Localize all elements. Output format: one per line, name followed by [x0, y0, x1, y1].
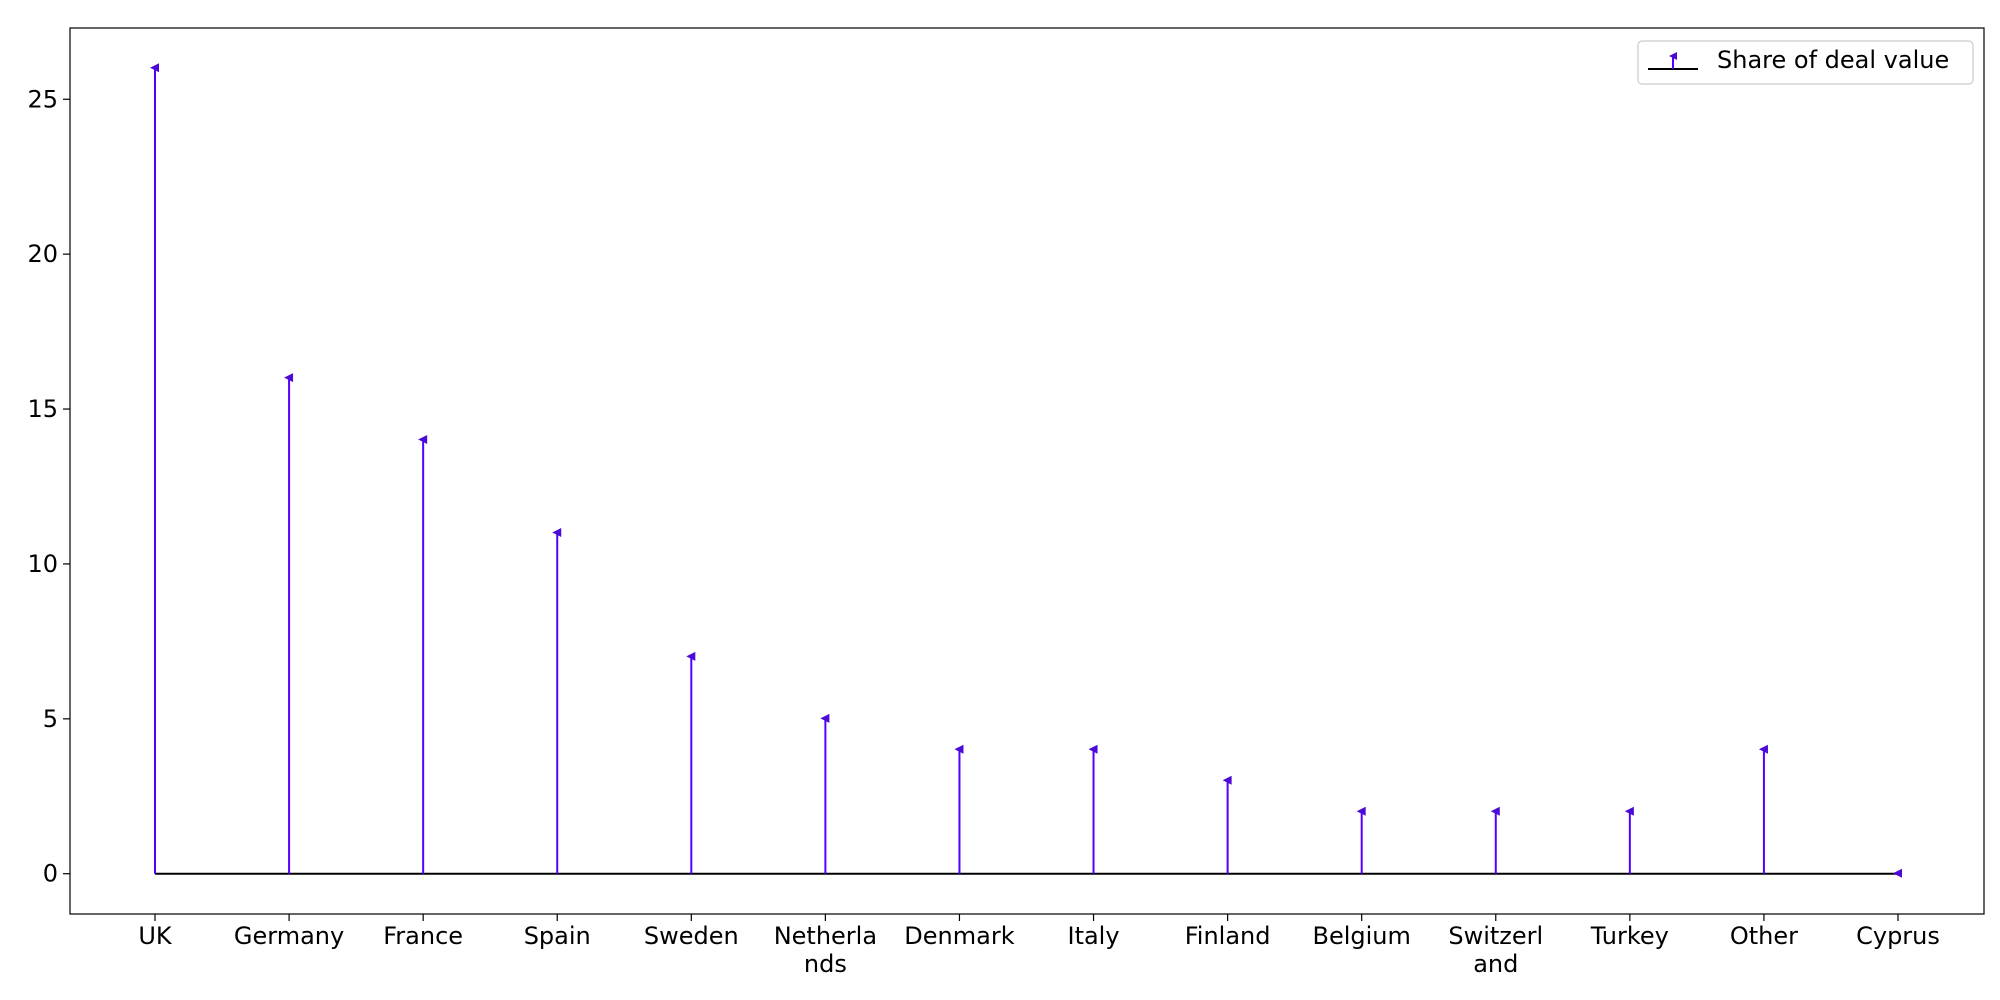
marker-cyprus — [1893, 868, 1902, 878]
x-tick-label-cyprus: Cyprus — [1856, 922, 1940, 950]
x-tick-label-other: Other — [1730, 922, 1798, 950]
y-tick-label: 25 — [27, 85, 58, 113]
legend-label: Share of deal value — [1717, 46, 1949, 74]
markers-layer — [150, 63, 1902, 878]
marker-italy — [1088, 744, 1098, 754]
marker-germany — [284, 373, 294, 383]
plot-area — [69, 27, 1985, 915]
y-tick-label: 5 — [43, 705, 58, 733]
marker-sweden — [686, 651, 696, 661]
x-tick-label-france: France — [383, 922, 463, 950]
y-axis: 0 5 10 15 20 25 — [27, 85, 70, 888]
x-tick-label-sweden: Sweden — [644, 922, 739, 950]
marker-netherlands — [820, 713, 830, 723]
marker-uk — [150, 63, 159, 73]
legend-box — [1637, 40, 1974, 85]
marker-turkey — [1624, 806, 1634, 816]
y-tick-label: 0 — [43, 860, 58, 888]
x-tick-label-italy: Italy — [1067, 922, 1119, 950]
legend: Share of deal value — [1637, 40, 1974, 85]
marker-spain — [552, 527, 562, 537]
x-tick-label-finland: Finland — [1185, 922, 1271, 950]
marker-belgium — [1356, 806, 1366, 816]
x-tick-label-denmark: Denmark — [904, 922, 1014, 950]
legend-marker-swatch — [1669, 52, 1677, 60]
y-tick-label: 20 — [27, 240, 58, 268]
marker-finland — [1222, 775, 1232, 785]
stems-layer — [154, 68, 1765, 874]
marker-france — [418, 435, 428, 445]
x-axis: UK Germany France Spain Sweden Netherla nds Den… — [138, 914, 1940, 978]
y-tick-label: 10 — [27, 550, 58, 578]
x-tick-label-netherlands: Netherla nds — [774, 922, 877, 978]
marker-denmark — [954, 744, 964, 754]
marker-switzerland — [1490, 806, 1500, 816]
x-tick-label-switzerland: Switzerl and — [1448, 922, 1543, 978]
x-tick-label-spain: Spain — [524, 922, 591, 950]
marker-other — [1758, 744, 1768, 754]
x-tick-label-belgium: Belgium — [1312, 922, 1410, 950]
x-tick-label-uk: UK — [138, 922, 173, 950]
y-tick-label: 15 — [27, 395, 58, 423]
x-tick-label-germany: Germany — [234, 922, 344, 950]
x-tick-label-turkey: Turkey — [1590, 922, 1669, 950]
